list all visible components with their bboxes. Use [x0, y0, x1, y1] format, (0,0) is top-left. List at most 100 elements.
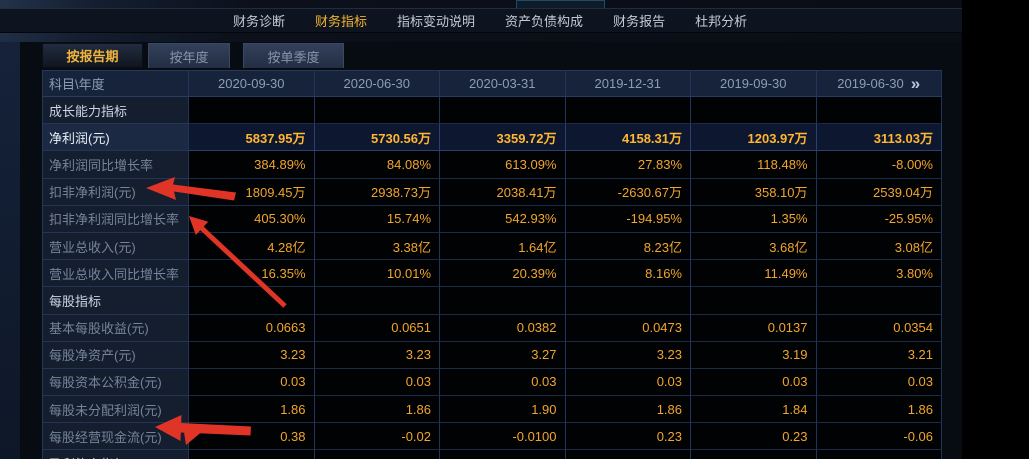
- value-cell: 0.03: [691, 368, 817, 397]
- value-cell: 3.27: [440, 341, 566, 369]
- value-cell: -0.0100: [440, 423, 566, 451]
- value-cell: [440, 287, 566, 315]
- value-cell: [440, 450, 566, 459]
- value-cell: 27.83%: [565, 151, 691, 179]
- value-cell: 0.03: [565, 368, 691, 397]
- value-cell: 613.09%: [440, 151, 566, 179]
- period-tabs: 按报告期 按年度 按单季度: [42, 43, 344, 68]
- tab-by-single-quarter[interactable]: 按单季度: [243, 43, 344, 68]
- row-label: 净利润同比增长率: [43, 151, 189, 179]
- row-label: 成长能力指标: [43, 97, 189, 125]
- value-cell: 4158.31万: [565, 124, 691, 152]
- column-header-label: 2019-06-30: [837, 76, 904, 91]
- table-row: 每股经营现金流(元) 0.38 -0.02 -0.0100 0.23 0.23 -0.06: [43, 423, 942, 451]
- column-header-label: 2019-12-31: [594, 76, 662, 91]
- value-cell: 3359.72万: [440, 124, 566, 152]
- column-header-label: 2020-09-30: [218, 76, 285, 91]
- value-cell: 15.74%: [314, 205, 440, 233]
- table-row: 每股未分配利润(元) 1.86 1.86 1.90 1.86 1.84 1.86: [43, 396, 942, 424]
- table-row: 营业总收入同比增长率 16.35% 10.01% 20.39% 8.16% 11.49% 3…: [43, 260, 942, 288]
- value-cell: 0.0663: [189, 314, 315, 342]
- value-cell: [189, 97, 315, 125]
- value-cell: 8.16%: [565, 260, 691, 288]
- row-label: 盈利能力指标: [43, 450, 189, 459]
- nav-item-6[interactable]: 杜邦分析: [695, 14, 748, 29]
- column-header-2020-06-30: 2020-06-30: [314, 71, 440, 97]
- left-side-strip: [0, 42, 20, 459]
- value-cell: [691, 450, 817, 459]
- value-cell: 0.0137: [691, 314, 817, 342]
- value-cell: -8.00%: [816, 151, 942, 179]
- value-cell: -0.02: [314, 423, 440, 451]
- value-cell: 1.35%: [691, 205, 817, 233]
- value-cell: -0.06: [816, 423, 942, 451]
- column-header-2019-09-30: 2019-09-30: [691, 71, 817, 97]
- value-cell: 5837.95万: [189, 124, 315, 152]
- table-row: 净利润(元) 5837.95万 5730.56万 3359.72万 4158.31万 12…: [43, 124, 942, 152]
- value-cell: [691, 287, 817, 315]
- value-cell: 0.0651: [314, 314, 440, 342]
- nav-item-3[interactable]: 指标变动说明: [397, 14, 476, 29]
- nav-item-2[interactable]: 财务指标: [315, 14, 368, 29]
- column-header-2020-09-30: 2020-09-30: [189, 71, 315, 97]
- upper-tab-remnant: [516, 0, 605, 8]
- nav-item-4[interactable]: 资产负债构成: [505, 14, 584, 29]
- value-cell: -2630.67万: [565, 178, 691, 206]
- table-row: 盈利能力指标: [43, 450, 942, 459]
- column-header-label: 2020-03-31: [469, 76, 536, 91]
- column-header-2019-06-30: 2019-06-30 »: [816, 71, 942, 97]
- row-label: 营业总收入(元): [43, 232, 189, 261]
- value-cell: 0.0473: [565, 314, 691, 342]
- value-cell: 1.64亿: [440, 232, 566, 261]
- tab-by-year[interactable]: 按年度: [148, 43, 230, 68]
- table-row: 营业总收入(元) 4.28亿 3.38亿 1.64亿 8.23亿 3.68亿 3.08亿: [43, 232, 942, 261]
- value-cell: [565, 97, 691, 125]
- row-label: 每股未分配利润(元): [43, 396, 189, 424]
- more-columns-chevron-icon[interactable]: »: [910, 74, 921, 93]
- value-cell: 3113.03万: [816, 124, 942, 152]
- value-cell: 1809.45万: [189, 178, 315, 206]
- value-cell: 2938.73万: [314, 178, 440, 206]
- value-cell: [314, 450, 440, 459]
- value-cell: 8.23亿: [565, 232, 691, 261]
- value-cell: [314, 287, 440, 315]
- row-label: 每股资本公积金(元): [43, 368, 189, 397]
- table-row: 每股资本公积金(元) 0.03 0.03 0.03 0.03 0.03 0.03: [43, 368, 942, 397]
- value-cell: 1.86: [314, 396, 440, 424]
- value-cell: 0.0354: [816, 314, 942, 342]
- value-cell: 4.28亿: [189, 232, 315, 261]
- corner-header-cell: 科目\年度: [43, 71, 189, 97]
- value-cell: 358.10万: [691, 178, 817, 206]
- row-label: 扣非净利润同比增长率: [43, 205, 189, 233]
- value-cell: [816, 97, 942, 125]
- row-label: 扣非净利润(元): [43, 178, 189, 206]
- row-label: 基本每股收益(元): [43, 314, 189, 342]
- tab-by-report-period[interactable]: 按报告期: [42, 43, 143, 68]
- value-cell: 3.23: [189, 341, 315, 369]
- value-cell: 384.89%: [189, 151, 315, 179]
- value-cell: 0.03: [816, 368, 942, 397]
- value-cell: 1.84: [691, 396, 817, 424]
- value-cell: 3.19: [691, 341, 817, 369]
- row-label: 每股净资产(元): [43, 341, 189, 369]
- value-cell: 84.08%: [314, 151, 440, 179]
- value-cell: [816, 450, 942, 459]
- value-cell: [189, 287, 315, 315]
- value-cell: [691, 97, 817, 125]
- table-row: 每股净资产(元) 3.23 3.23 3.27 3.23 3.19 3.21: [43, 341, 942, 369]
- nav-item-5[interactable]: 财务报告: [613, 14, 666, 29]
- value-cell: 3.38亿: [314, 232, 440, 261]
- value-cell: 118.48%: [691, 151, 817, 179]
- table-header-row: 科目\年度 2020-09-30 2020-06-30 2020-03-31 2019-…: [43, 71, 942, 97]
- value-cell: 542.93%: [440, 205, 566, 233]
- value-cell: 3.80%: [816, 260, 942, 288]
- value-cell: 5730.56万: [314, 124, 440, 152]
- value-cell: 16.35%: [189, 260, 315, 288]
- value-cell: [565, 287, 691, 315]
- value-cell: 10.01%: [314, 260, 440, 288]
- table-row: 扣非净利润同比增长率 405.30% 15.74% 542.93% -194.95% 1.…: [43, 205, 942, 233]
- nav-item-1[interactable]: 财务诊断: [233, 14, 286, 29]
- value-cell: 3.23: [565, 341, 691, 369]
- value-cell: 0.03: [314, 368, 440, 397]
- value-cell: 2038.41万: [440, 178, 566, 206]
